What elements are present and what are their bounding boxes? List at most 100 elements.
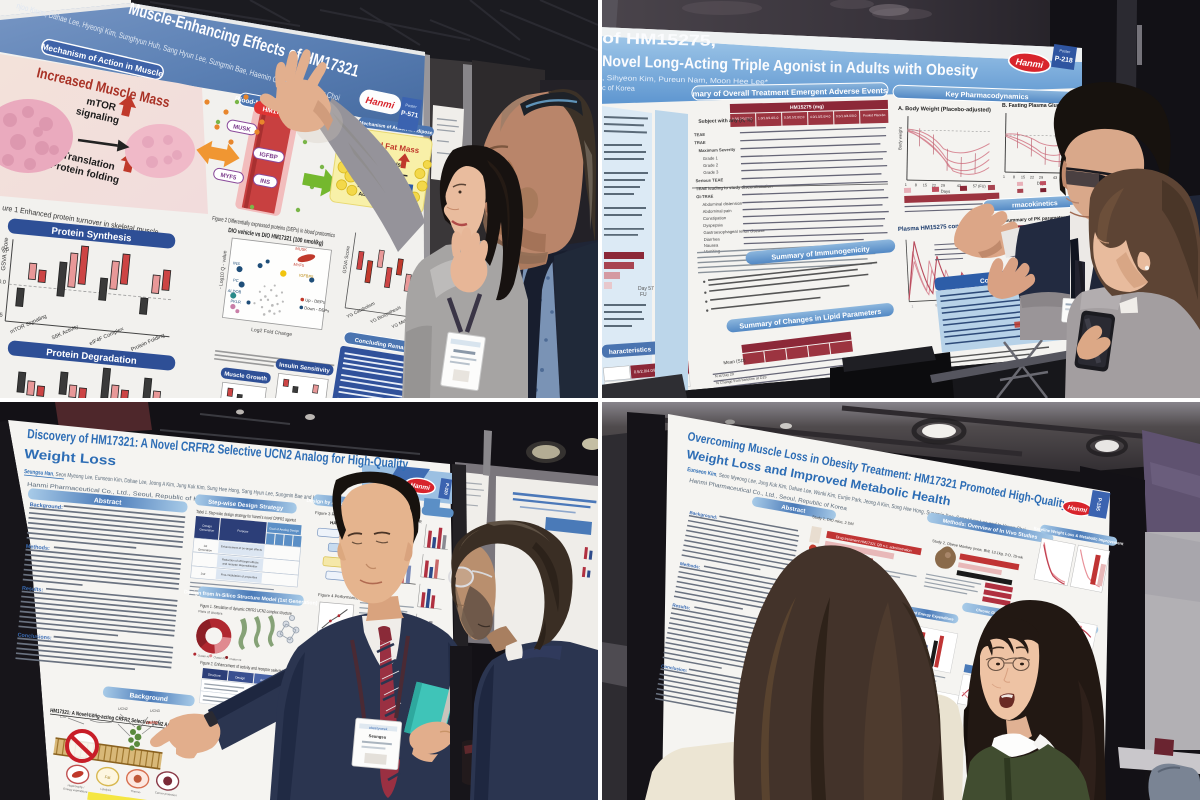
svg-text:Results:: Results: bbox=[672, 602, 691, 610]
svg-text:Structure: Structure bbox=[208, 673, 222, 678]
svg-text:IGFBP: IGFBP bbox=[259, 152, 278, 161]
svg-text:obesityweek: obesityweek bbox=[369, 726, 388, 732]
svg-text:FU: FU bbox=[640, 292, 647, 298]
svg-text:INS: INS bbox=[259, 178, 270, 186]
svg-text:Hanmi: Hanmi bbox=[1015, 56, 1044, 70]
svg-text:-0.5: -0.5 bbox=[0, 312, 3, 319]
svg-text:GSVA Score: GSVA Score bbox=[1, 237, 10, 271]
svg-text:Diarrhea: Diarrhea bbox=[704, 236, 721, 242]
svg-text:CRF: CRF bbox=[60, 715, 68, 719]
svg-text:Thermo-: Thermo- bbox=[130, 789, 141, 794]
svg-text:P-571: P-571 bbox=[400, 110, 419, 120]
svg-text:Conclusion:: Conclusion: bbox=[661, 663, 688, 673]
svg-text:Up - DEPs: Up - DEPs bbox=[305, 297, 325, 304]
svg-text:UCN3: UCN3 bbox=[150, 709, 160, 713]
svg-text:1: 1 bbox=[911, 304, 913, 308]
svg-text:0.5/0.5/2.0/2.0: 0.5/0.5/2.0/2.0 bbox=[784, 115, 805, 120]
svg-text:MYF5: MYF5 bbox=[293, 262, 305, 268]
svg-text:rmacokinetics: rmacokinetics bbox=[1012, 200, 1058, 209]
svg-text:INS: INS bbox=[233, 260, 241, 266]
svg-text:Purpose: Purpose bbox=[237, 529, 249, 534]
svg-text:Cluster #3: Cluster #3 bbox=[229, 657, 242, 662]
svg-text:HM15275 (mg): HM15275 (mg) bbox=[790, 104, 824, 111]
svg-text:8: 8 bbox=[935, 303, 937, 307]
svg-text:Energy expenditure: Energy expenditure bbox=[63, 787, 88, 794]
svg-text:43: 43 bbox=[957, 184, 961, 188]
svg-text:, Sihyeon Kim, Pureun Nam, Moo: , Sihyeon Kim, Pureun Nam, Moon Hee Lee* bbox=[602, 73, 768, 86]
svg-text:Grade 1: Grade 1 bbox=[703, 155, 719, 161]
svg-text:MUSK: MUSK bbox=[295, 246, 307, 252]
svg-text:0.0: 0.0 bbox=[0, 279, 6, 286]
svg-text:mary of Overall Treatment Emer: mary of Overall Treatment Emergent Adver… bbox=[693, 86, 889, 98]
svg-text:0.5/0.5/0.5/0.5: 0.5/0.5/0.5/0.5 bbox=[732, 116, 753, 121]
svg-text:- Log10 Q - value: - Log10 Q - value bbox=[218, 250, 229, 289]
svg-text:P-320: P-320 bbox=[443, 483, 450, 496]
svg-text:Abdominal distension: Abdominal distension bbox=[702, 201, 743, 207]
svg-text:Muscle Growth: Muscle Growth bbox=[224, 371, 268, 382]
svg-text:Dyspepsia: Dyspepsia bbox=[703, 222, 723, 228]
svg-text:PKLR: PKLR bbox=[230, 298, 241, 304]
svg-text:2nd: 2nd bbox=[200, 572, 205, 576]
svg-text:8: 8 bbox=[1013, 175, 1015, 179]
svg-text:Background:: Background: bbox=[689, 510, 718, 520]
svg-text:Key Pharmacodynamics: Key Pharmacodynamics bbox=[945, 89, 1028, 101]
svg-text:22: 22 bbox=[1030, 175, 1034, 179]
svg-text:29: 29 bbox=[941, 184, 945, 188]
svg-text:Cancer protection: Cancer protection bbox=[155, 790, 178, 797]
svg-text:Gastroesophageal reflux diseas: Gastroesophageal reflux disease bbox=[703, 228, 765, 235]
svg-text:Hanmi: Hanmi bbox=[410, 482, 431, 492]
svg-text:15: 15 bbox=[923, 183, 927, 187]
svg-text:TEAE: TEAE bbox=[694, 132, 706, 137]
svg-text:0.5/1.0/4.0/8.0: 0.5/1.0/4.0/8.0 bbox=[836, 114, 857, 119]
svg-text:1: 1 bbox=[905, 183, 907, 187]
svg-text:Seungsu: Seungsu bbox=[368, 733, 386, 740]
svg-text:Results:: Results: bbox=[22, 586, 44, 594]
svg-text:43: 43 bbox=[1053, 176, 1057, 180]
svg-text:haracteristics: haracteristics bbox=[609, 346, 652, 356]
svg-text:CRFR2: CRFR2 bbox=[146, 721, 158, 725]
svg-text:Pooled Placebo: Pooled Placebo bbox=[863, 113, 886, 118]
svg-text:Abdominal pain: Abdominal pain bbox=[703, 208, 733, 214]
svg-text:Nausea: Nausea bbox=[704, 242, 719, 248]
svg-text:A. Body Weight (Placebo-adjus: A. Body Weight (Placebo-adjusted) bbox=[898, 106, 991, 114]
svg-text:0.5/2.0/4.0/8.0: 0.5/2.0/4.0/8.0 bbox=[634, 367, 661, 374]
svg-text:15: 15 bbox=[1021, 175, 1025, 179]
svg-text:Methods:: Methods: bbox=[26, 544, 51, 552]
svg-text:ALDOB: ALDOB bbox=[228, 288, 242, 295]
svg-text:UCN1: UCN1 bbox=[88, 713, 98, 717]
svg-text:TRAE: TRAE bbox=[694, 140, 706, 145]
svg-text:Generation: Generation bbox=[199, 527, 214, 532]
svg-text:Figure 4 Performance of HARPP: Figure 4 Performance of HARPP gSAR bbox=[318, 592, 391, 603]
svg-text:Serious TEAE: Serious TEAE bbox=[696, 177, 724, 183]
svg-text:Methods:: Methods: bbox=[680, 561, 701, 570]
svg-text:GSVA Score: GSVA Score bbox=[342, 245, 352, 273]
svg-text:c of Korea: c of Korea bbox=[602, 83, 635, 93]
svg-text:N at Day 29: N at Day 29 bbox=[715, 372, 734, 378]
svg-text:Goal of Analog Design: Goal of Analog Design bbox=[269, 526, 299, 533]
svg-text:Poster: Poster bbox=[1059, 49, 1071, 55]
svg-text:1st: 1st bbox=[203, 544, 207, 548]
svg-text:Design: Design bbox=[235, 675, 246, 680]
svg-text:Days: Days bbox=[941, 189, 951, 194]
svg-text:Day 57: Day 57 bbox=[638, 286, 654, 292]
svg-text:Abstract: Abstract bbox=[781, 505, 806, 515]
svg-text:Hanmi: Hanmi bbox=[1067, 504, 1088, 514]
svg-text:Study 1. DIO mice, 2 DM: Study 1. DIO mice, 2 DM bbox=[812, 515, 854, 526]
svg-text:P-155: P-155 bbox=[1094, 497, 1102, 511]
svg-text:29: 29 bbox=[1039, 176, 1043, 180]
svg-text:Conclusions:: Conclusions: bbox=[17, 632, 52, 641]
svg-text:MYF5: MYF5 bbox=[220, 173, 238, 182]
svg-text:Cluster #2: Cluster #2 bbox=[213, 655, 226, 660]
svg-text:Fat: Fat bbox=[104, 774, 111, 780]
svg-text:Background: Background bbox=[129, 692, 168, 703]
svg-text:% Change from baseline at D29: % Change from baseline at D29 bbox=[716, 375, 767, 385]
svg-text:Weight Loss: Weight Loss bbox=[24, 446, 117, 468]
svg-text:0.5: 0.5 bbox=[1, 246, 9, 253]
svg-text:GI-TRAE: GI-TRAE bbox=[696, 194, 714, 200]
svg-text:UCN2: UCN2 bbox=[118, 707, 128, 711]
svg-text:Grade 3: Grade 3 bbox=[703, 169, 719, 175]
svg-text:Maximum Severity: Maximum Severity bbox=[698, 147, 736, 153]
svg-text:22: 22 bbox=[932, 184, 936, 188]
svg-text:Parts of clusters: Parts of clusters bbox=[198, 609, 223, 616]
svg-text:Poster: Poster bbox=[405, 102, 418, 109]
